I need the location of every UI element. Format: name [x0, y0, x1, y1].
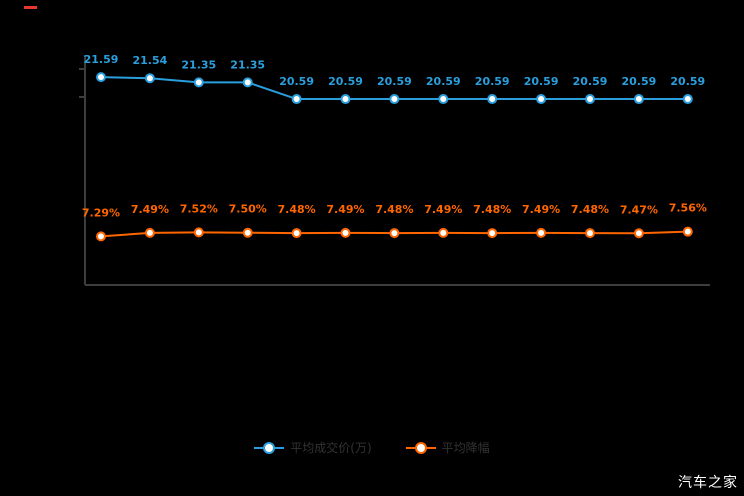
data-point-marker — [193, 227, 204, 238]
data-point-marker — [633, 94, 644, 105]
data-point-label: 20.59 — [328, 75, 363, 88]
data-point-marker — [633, 228, 644, 239]
data-point-marker — [96, 231, 106, 242]
data-point-label: 20.59 — [573, 75, 608, 88]
data-point-marker — [536, 227, 547, 238]
data-point-marker — [585, 94, 595, 105]
legend-label-avg-price: 平均成交价(万) — [290, 441, 372, 455]
data-point-label: 7.49% — [326, 203, 364, 216]
data-point-marker — [585, 228, 595, 239]
data-point-label: 7.48% — [571, 203, 609, 216]
data-point-marker — [144, 227, 155, 238]
data-point-marker — [682, 226, 693, 237]
data-point-label: 7.48% — [375, 203, 413, 216]
data-point-label: 7.50% — [229, 203, 267, 216]
data-point-marker — [144, 73, 155, 84]
legend-item-avg-discount[interactable]: 平均降幅 — [405, 441, 490, 455]
data-point-marker — [340, 227, 351, 238]
data-point-label: 20.59 — [524, 75, 559, 88]
data-point-marker — [438, 227, 449, 238]
autohome-watermark: 汽车之家 — [678, 475, 738, 491]
data-point-label: 7.49% — [424, 203, 462, 216]
data-point-label: 20.59 — [279, 75, 314, 88]
data-point-label: 20.59 — [622, 75, 657, 88]
data-point-marker — [242, 227, 253, 238]
data-point-marker — [242, 77, 253, 88]
data-point-label: 21.35 — [181, 58, 216, 71]
orange-line-marker-icon — [405, 441, 436, 455]
data-point-label: 20.59 — [670, 75, 705, 88]
legend-item-avg-price[interactable]: 平均成交价(万) — [254, 441, 372, 455]
data-point-label: 21.54 — [133, 54, 168, 67]
data-point-label: 7.48% — [278, 203, 316, 216]
data-point-label: 7.48% — [473, 203, 511, 216]
data-point-marker — [487, 228, 498, 239]
chart-legend: 平均成交价(万) 平均降幅 — [0, 441, 744, 455]
red-dash-mark — [24, 6, 37, 9]
data-point-label: 21.59 — [84, 53, 119, 66]
data-point-label: 21.35 — [230, 58, 265, 71]
data-point-label: 7.29% — [82, 206, 120, 219]
data-point-label: 7.52% — [180, 202, 218, 215]
data-point-label: 7.49% — [522, 203, 560, 216]
data-point-marker — [682, 94, 693, 105]
blue-line-marker-icon — [254, 441, 285, 455]
legend-label-avg-discount: 平均降幅 — [441, 441, 490, 455]
data-point-marker — [96, 72, 106, 83]
data-point-marker — [291, 228, 302, 239]
data-point-marker — [438, 94, 449, 105]
data-point-marker — [536, 94, 547, 105]
data-point-marker — [487, 94, 498, 105]
data-point-label: 20.59 — [377, 75, 412, 88]
data-point-marker — [340, 94, 351, 105]
data-point-marker — [389, 228, 400, 239]
data-point-marker — [193, 77, 204, 88]
data-point-marker — [389, 94, 400, 105]
data-point-label: 7.56% — [669, 202, 707, 215]
data-point-label: 20.59 — [426, 75, 461, 88]
data-point-label: 7.47% — [620, 203, 658, 216]
data-point-marker — [291, 94, 302, 105]
data-point-label: 7.49% — [131, 203, 169, 216]
data-point-label: 20.59 — [475, 75, 510, 88]
